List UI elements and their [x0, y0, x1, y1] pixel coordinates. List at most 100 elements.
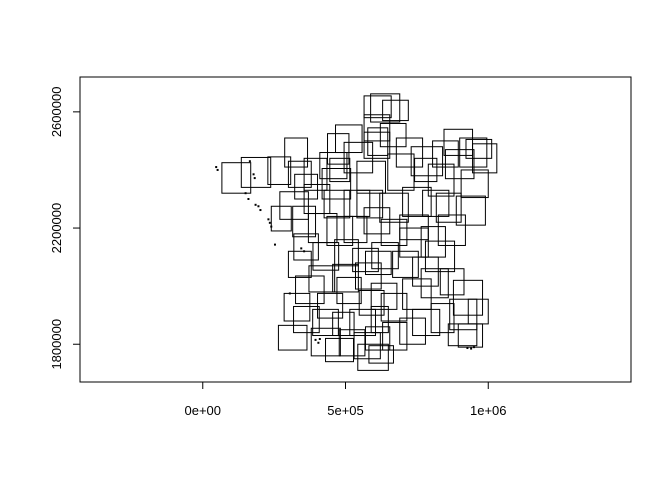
data-rectangle-93	[457, 323, 484, 348]
data-mark-17	[314, 338, 317, 341]
data-rectangle-39	[279, 191, 309, 220]
x-tick-label-0: 0e+00	[185, 403, 222, 418]
data-rectangle-32	[402, 186, 432, 217]
data-rectangle-40	[270, 205, 292, 232]
data-rectangle-14	[367, 127, 389, 156]
data-rectangle-38	[294, 173, 319, 200]
data-rectangle-44	[343, 215, 368, 244]
data-mark-13	[273, 243, 276, 246]
data-rectangle-25	[459, 137, 488, 168]
data-rectangle-55	[334, 239, 359, 267]
data-rectangle-48	[420, 226, 446, 258]
data-rectangle-52	[392, 250, 419, 278]
data-mark-9	[259, 209, 262, 212]
data-rectangle-20	[410, 146, 444, 177]
data-rectangle-28	[460, 169, 489, 199]
data-rectangle-63	[380, 292, 408, 322]
data-rectangle-21	[414, 157, 438, 183]
data-mark-7	[254, 203, 257, 206]
data-rectangle-7	[329, 157, 351, 183]
data-rectangle-11	[363, 131, 391, 159]
data-mark-14	[288, 292, 291, 295]
data-rectangle-5	[321, 168, 352, 200]
data-mark-3	[252, 173, 255, 176]
data-mark-11	[268, 221, 271, 224]
data-rectangle-17	[379, 122, 407, 148]
data-rectangle-65	[420, 268, 449, 299]
plot-box	[79, 76, 632, 383]
data-rectangle-61	[355, 262, 382, 290]
x-axis: 0e+00 5e+05 1e+06	[185, 381, 507, 418]
data-rectangle-97	[287, 160, 312, 188]
data-mark-0	[215, 166, 218, 169]
data-mark-8	[257, 205, 260, 208]
data-rectangle-71	[399, 317, 426, 345]
data-rectangle-88	[325, 337, 355, 363]
data-rectangle-3	[284, 137, 309, 168]
data-rectangle-91	[447, 323, 478, 347]
x-tick-label-1: 5e+05	[327, 403, 364, 418]
data-mark-4	[253, 177, 256, 180]
data-rectangle-94	[364, 250, 392, 276]
data-mark-18	[317, 341, 320, 344]
data-mark-12	[270, 225, 273, 228]
data-mark-1	[216, 168, 219, 171]
data-rectangle-27	[465, 138, 493, 159]
data-rectangle-57	[293, 233, 319, 261]
data-rectangle-80	[317, 292, 344, 319]
data-rectangle-76	[312, 308, 339, 337]
rectangles-layer	[221, 93, 498, 371]
data-rectangle-90	[368, 345, 394, 364]
data-mark-21	[470, 347, 473, 350]
data-rectangle-47	[399, 227, 429, 258]
x-tick-label-2: 1e+06	[470, 403, 507, 418]
data-rectangle-16	[382, 99, 409, 122]
data-rectangle-43	[326, 215, 354, 246]
data-rectangle-77	[293, 305, 320, 334]
data-rectangle-8	[335, 124, 363, 154]
data-rectangle-74	[349, 308, 376, 337]
data-rectangle-87	[277, 324, 308, 351]
data-rectangle-53	[371, 242, 399, 270]
data-mark-16	[303, 250, 306, 253]
data-rectangle-72	[382, 321, 408, 351]
data-rectangle-56	[312, 242, 340, 271]
data-rectangle-81	[336, 276, 362, 305]
data-rectangle-96	[319, 152, 348, 180]
data-mark-5	[244, 192, 247, 195]
data-rectangle-68	[449, 298, 478, 331]
data-mark-19	[318, 338, 321, 341]
y-tick-label-2: 2600000	[49, 87, 64, 138]
data-rectangle-13	[363, 95, 392, 119]
data-rectangle-0	[221, 162, 252, 194]
data-rectangle-69	[430, 303, 455, 334]
data-rectangle-83	[370, 305, 389, 334]
data-rectangle-41	[292, 205, 317, 238]
data-rectangle-49	[437, 214, 466, 246]
data-rectangle-95	[399, 214, 429, 241]
data-rectangle-12	[363, 114, 391, 142]
data-rectangle-70	[412, 308, 441, 337]
data-mark-20	[466, 347, 469, 350]
data-rectangle-46	[380, 218, 408, 246]
y-tick-label-1: 2200000	[49, 203, 64, 254]
data-rectangle-98	[443, 128, 474, 156]
data-rectangle-92	[467, 298, 489, 325]
data-rectangle-6	[327, 133, 350, 165]
data-rectangle-85	[338, 329, 366, 357]
data-rectangle-2	[267, 156, 292, 185]
y-axis: 1800000 2200000 2600000	[49, 87, 81, 370]
data-rectangle-75	[332, 311, 355, 337]
data-rectangle-29	[455, 195, 486, 226]
data-rectangle-51	[412, 256, 439, 287]
data-mark-10	[267, 218, 270, 221]
data-rectangle-78	[283, 292, 311, 322]
data-rectangle-79	[295, 275, 325, 305]
data-rectangle-58	[287, 250, 312, 278]
data-rectangle-66	[439, 268, 465, 296]
data-rectangle-10	[356, 160, 386, 194]
y-tick-label-0: 1800000	[49, 319, 64, 370]
data-rectangle-9	[343, 141, 374, 174]
data-mark-6	[247, 198, 250, 200]
